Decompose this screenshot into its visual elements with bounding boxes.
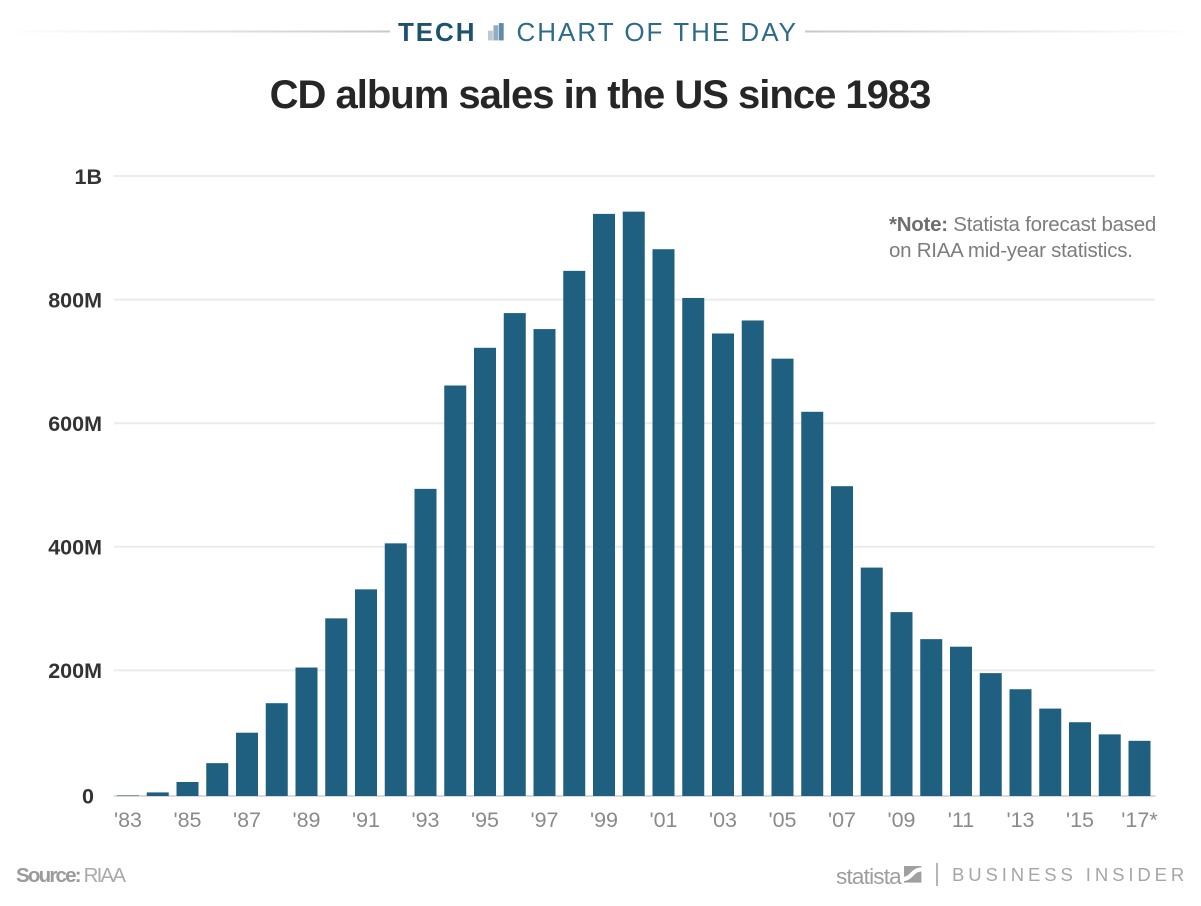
- svg-text:'17*: '17*: [1121, 808, 1158, 832]
- svg-text:'87: '87: [233, 808, 261, 832]
- svg-text:'13: '13: [1006, 808, 1034, 832]
- svg-text:1B: 1B: [75, 165, 102, 189]
- svg-text:'99: '99: [590, 808, 618, 832]
- svg-text:'89: '89: [292, 808, 320, 832]
- svg-text:CD album sales in the US since: CD album sales in the US since 1983: [270, 73, 931, 117]
- svg-text:'11: '11: [948, 808, 974, 832]
- svg-text:'03: '03: [709, 808, 737, 832]
- svg-text:'97: '97: [530, 808, 558, 832]
- svg-text:Source: RIAA: Source: RIAA: [16, 864, 126, 887]
- svg-text:800M: 800M: [48, 288, 102, 312]
- svg-text:'09: '09: [887, 808, 915, 832]
- svg-text:CHART OF THE DAY: CHART OF THE DAY: [517, 17, 798, 47]
- svg-text:'95: '95: [471, 808, 499, 832]
- svg-text:200M: 200M: [48, 659, 102, 683]
- svg-text:600M: 600M: [48, 412, 102, 436]
- svg-text:'01: '01: [649, 808, 677, 832]
- svg-text:'93: '93: [411, 808, 439, 832]
- svg-text:0: 0: [82, 785, 94, 809]
- svg-text:'15: '15: [1066, 808, 1094, 832]
- svg-text:on RIAA mid-year statistics.: on RIAA mid-year statistics.: [889, 239, 1133, 262]
- svg-text:BUSINESS INSIDER: BUSINESS INSIDER: [952, 864, 1188, 885]
- svg-text:TECH: TECH: [398, 17, 476, 47]
- svg-text:'07: '07: [828, 808, 856, 832]
- svg-text:'05: '05: [768, 808, 796, 832]
- svg-text:400M: 400M: [48, 536, 102, 560]
- svg-text:'85: '85: [173, 808, 201, 832]
- svg-text:*Note: Statista forecast based: *Note: Statista forecast based: [889, 213, 1156, 236]
- svg-text:statista: statista: [836, 864, 902, 889]
- svg-text:'91: '91: [352, 808, 380, 832]
- svg-text:'83: '83: [114, 808, 142, 832]
